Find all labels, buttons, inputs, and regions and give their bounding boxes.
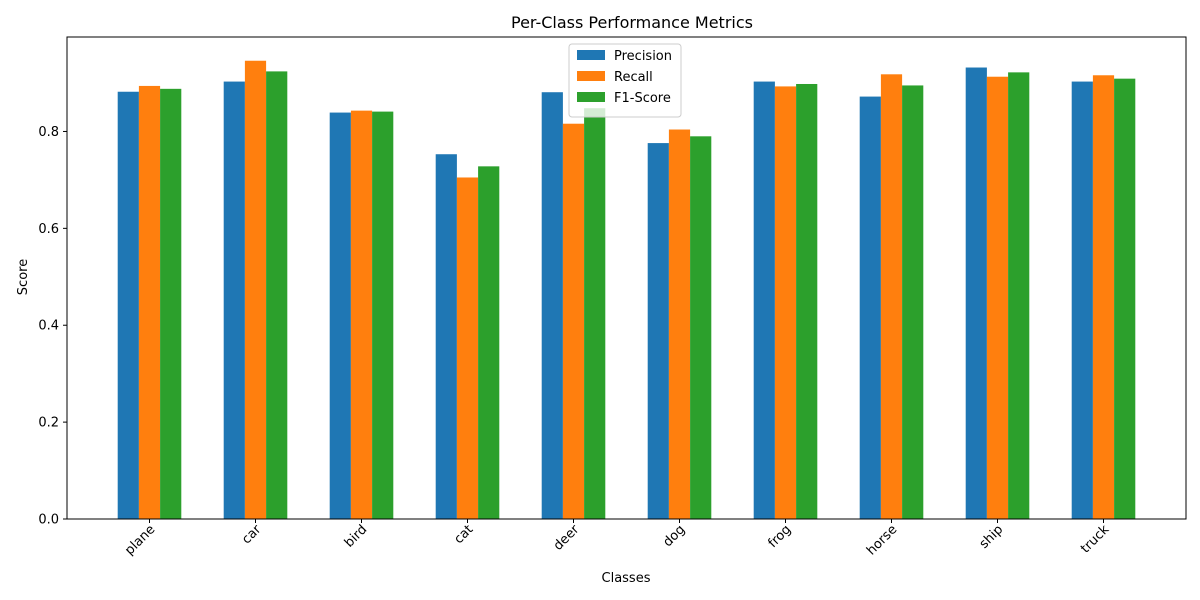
x-tick-label: deer (551, 522, 583, 554)
bar-dog-recall (668, 129, 691, 519)
bar-horse-f1-score (902, 85, 924, 519)
bar-cat-f1-score (478, 166, 500, 519)
bar-truck-precision (1071, 81, 1093, 519)
bar-dog-precision (647, 143, 669, 519)
x-axis-ticks: plane car bird cat deer dog frog horse ship truck (122, 519, 1113, 559)
legend-label: F1-Score (614, 91, 671, 106)
bar-truck-f1-score (1114, 78, 1136, 519)
bar-car-f1-score (266, 71, 288, 519)
bar-ship-precision (965, 67, 987, 520)
y-tick-label: 0.8 (38, 125, 59, 140)
y-axis-label: Score (16, 259, 31, 295)
legend: Precision Recall F1-Score (568, 43, 682, 118)
y-tick-label: 0.2 (38, 416, 59, 431)
bar-dog-f1-score (690, 136, 712, 519)
x-tick-label: truck (1078, 522, 1113, 557)
bar-deer-f1-score (584, 108, 606, 520)
y-axis-ticks: 0.0 0.2 0.4 0.6 0.8 (38, 125, 67, 528)
bars-group (117, 60, 1136, 520)
y-tick-label: 0.0 (38, 513, 59, 528)
bar-plane-f1-score (160, 88, 182, 519)
x-tick-label: horse (864, 522, 900, 558)
bar-ship-recall (986, 76, 1009, 519)
bar-frog-precision (753, 81, 775, 519)
x-tick-label: plane (122, 522, 158, 558)
bar-bird-precision (329, 112, 351, 519)
bar-truck-recall (1092, 75, 1115, 520)
bar-deer-recall (562, 123, 585, 520)
legend-swatch-recall (577, 71, 605, 81)
bar-car-recall (244, 60, 267, 520)
bar-ship-f1-score (1008, 72, 1030, 520)
y-tick-label: 0.6 (38, 222, 59, 237)
bar-plane-recall (138, 85, 161, 520)
bar-horse-recall (880, 74, 903, 520)
bar-frog-f1-score (796, 83, 818, 520)
bar-horse-precision (859, 96, 881, 519)
bar-plane-precision (117, 91, 139, 520)
x-tick-label: cat (451, 522, 476, 547)
x-axis-label: Classes (602, 571, 651, 586)
x-tick-label: car (239, 522, 265, 548)
bar-car-precision (223, 81, 245, 519)
y-tick-label: 0.4 (38, 319, 59, 334)
chart-title: Per-Class Performance Metrics (511, 13, 753, 32)
plot-frame (66, 36, 1187, 520)
bar-cat-recall (456, 177, 479, 520)
legend-label: Precision (614, 49, 672, 64)
x-tick-label: frog (765, 522, 794, 551)
bar-bird-recall (350, 110, 373, 519)
bar-frog-recall (774, 86, 797, 519)
legend-swatch-precision (577, 50, 605, 60)
x-tick-label: dog (660, 522, 688, 550)
legend-label: Recall (614, 70, 653, 85)
x-tick-label: bird (342, 522, 370, 550)
bar-deer-precision (541, 92, 563, 519)
bar-cat-precision (435, 154, 457, 520)
bar-bird-f1-score (372, 111, 394, 519)
legend-swatch-f1-score (577, 92, 605, 102)
x-tick-label: ship (977, 522, 1007, 552)
